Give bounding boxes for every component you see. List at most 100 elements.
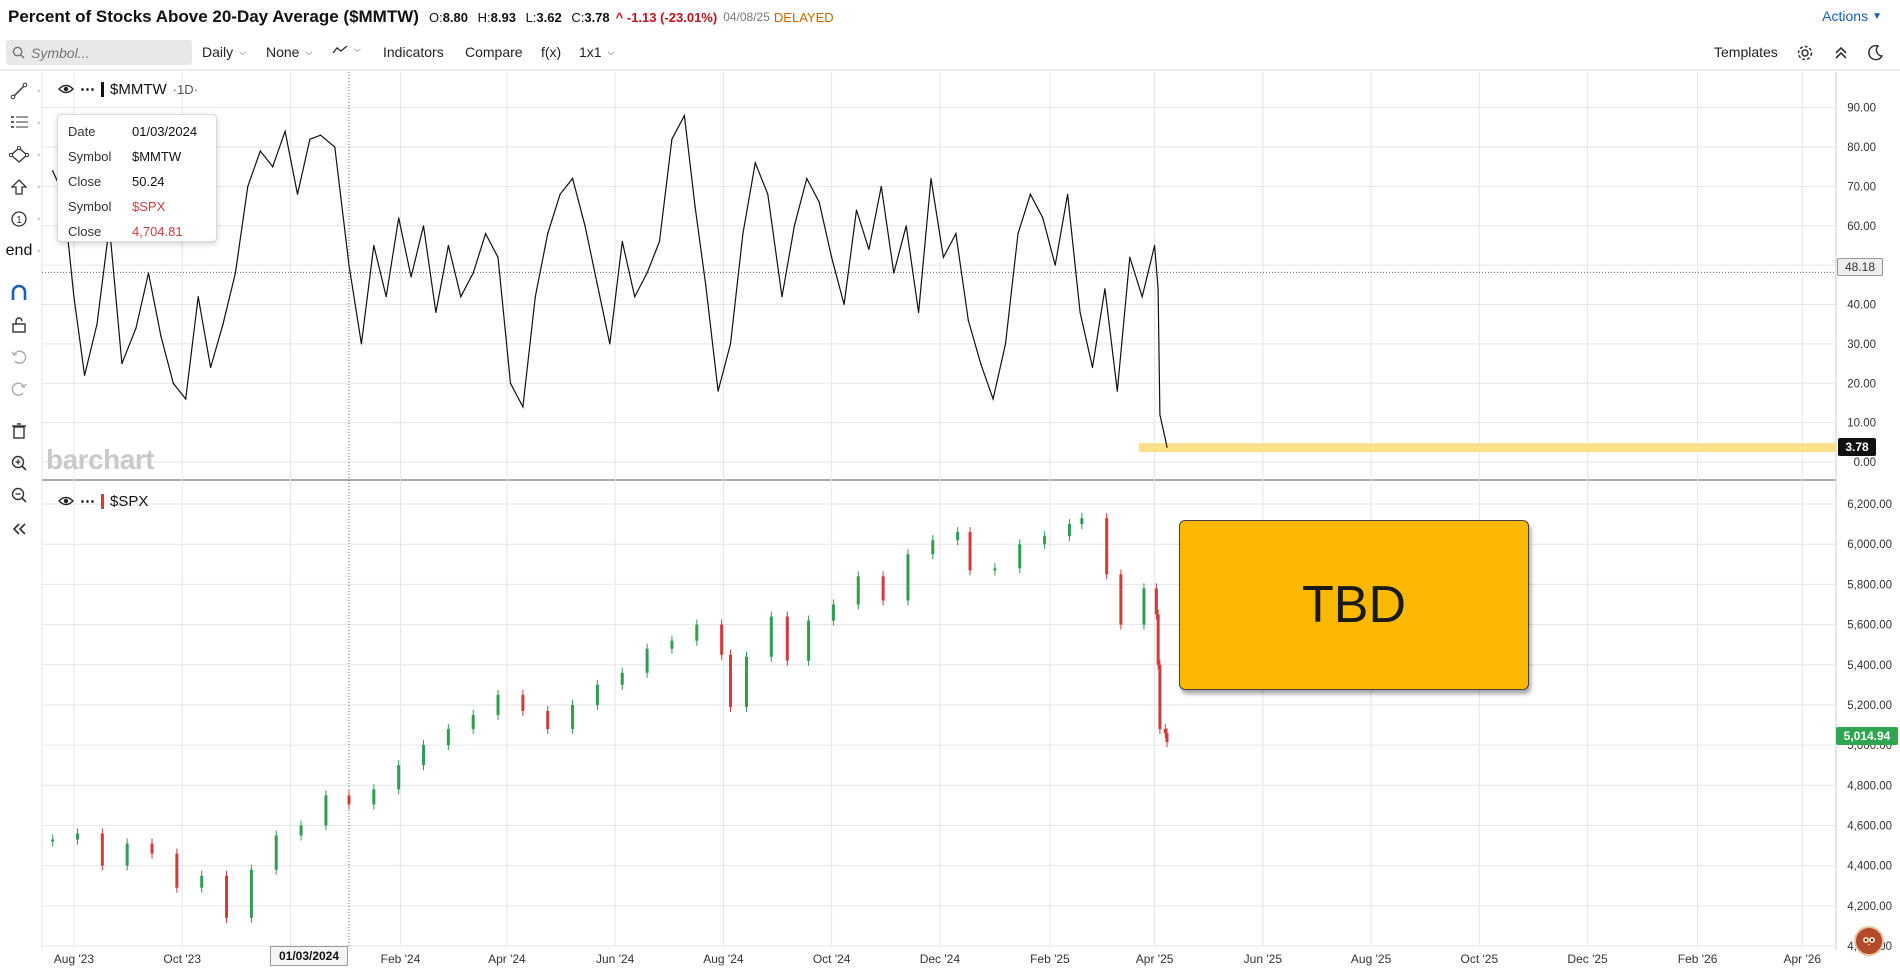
zoom-in-button[interactable] [6, 450, 32, 476]
mmtw-point [447, 244, 449, 247]
spx-candle [521, 694, 525, 711]
caret-down-icon: ▼ [1872, 10, 1882, 22]
pane1-legend: ⋯ $MMTW ·1D· [58, 80, 198, 98]
mmtw-line [52, 113, 1168, 448]
mmtw-point [855, 209, 858, 211]
y-tick-label: 4,800.00 [1847, 780, 1892, 792]
templates-label: Templates [1714, 44, 1778, 60]
mmtw-point [831, 256, 833, 258]
mmtw-point [1029, 193, 1031, 195]
mmtw-point [1079, 311, 1081, 313]
page-title: Percent of Stocks Above 20-Day Average (… [8, 7, 419, 26]
mmtw-point [319, 134, 322, 136]
theme-toggle[interactable] [1866, 44, 1884, 65]
spx-candle [546, 710, 550, 730]
y-tick-label: 70.00 [1847, 181, 1876, 193]
templates-button[interactable]: Templates [1714, 44, 1778, 60]
spx-candle [1105, 518, 1109, 575]
mmtw-point [96, 323, 98, 325]
low-value: 3.62 [536, 9, 562, 25]
spx-candle [595, 684, 599, 705]
zoom-out-icon [11, 487, 27, 503]
mmtw-point [435, 311, 437, 313]
zoom-out-button[interactable] [6, 482, 32, 508]
spx-candle [571, 704, 575, 730]
numbering-tool[interactable]: 1 › [6, 206, 40, 232]
mmtw-point [767, 193, 769, 195]
indicators-button[interactable]: Indicators [383, 44, 444, 60]
spx-candle [1080, 518, 1084, 525]
mmtw-point [197, 296, 199, 298]
mmtw-point [893, 272, 895, 274]
lock-tool[interactable] [6, 312, 32, 338]
period-dropdown[interactable]: Daily ⌵ [202, 44, 246, 60]
indicators-label: Indicators [383, 44, 444, 60]
trendline-icon [10, 82, 28, 100]
avatar[interactable] [1854, 926, 1884, 956]
symbol-search-input[interactable] [31, 44, 181, 61]
spx-candle [51, 839, 55, 842]
mmtw-point [1017, 233, 1019, 235]
chart-type-dropdown[interactable]: ⌵ [332, 44, 361, 55]
settings-button[interactable] [1796, 44, 1814, 65]
mmtw-point [1067, 193, 1069, 195]
period-label: Daily [202, 44, 234, 60]
mmtw-point [880, 185, 882, 188]
collapse-toolbar-button[interactable] [6, 516, 32, 542]
eye-icon[interactable] [58, 495, 74, 507]
spx-candle [645, 648, 649, 673]
layout-label: 1x1 [579, 44, 602, 60]
spx-candle [299, 825, 303, 836]
submenu-arrow-icon: › [37, 246, 40, 255]
shapes-tool[interactable]: › [6, 142, 40, 168]
y-tick-label: 80.00 [1847, 142, 1876, 154]
y-tick-label: 5,400.00 [1847, 660, 1892, 672]
mmtw-point [1141, 296, 1143, 298]
mmtw-point [222, 323, 224, 325]
crosshair-date-label: 01/03/2024 [270, 946, 348, 966]
mmtw-point [742, 233, 744, 235]
actions-menu[interactable]: Actions ▼ [1822, 8, 1882, 24]
mmtw-point [509, 382, 512, 384]
x-tick-label: Feb '26 [1678, 952, 1718, 966]
spx-candle [744, 656, 748, 707]
tooltip-value: 50.24 [132, 174, 165, 189]
trendline-tool[interactable]: › [6, 78, 40, 104]
fibonacci-tool[interactable]: › [6, 110, 40, 136]
more-icon[interactable]: ⋯ [80, 81, 95, 98]
mmtw-point [398, 217, 400, 219]
symbol-search[interactable] [6, 40, 192, 65]
layout-dropdown[interactable]: 1x1 ⌵ [579, 44, 614, 60]
spx-candle [347, 795, 351, 805]
mmtw-point [309, 138, 311, 140]
spx-candle [1156, 614, 1160, 665]
compare-button[interactable]: Compare [465, 44, 523, 60]
tooltip-value: 4,704.81 [132, 224, 183, 239]
spx-candle [1043, 536, 1047, 545]
mmtw-point [272, 166, 274, 168]
mmtw-point [584, 225, 586, 227]
mmtw-point [410, 276, 412, 278]
magnet-tool[interactable] [6, 280, 32, 306]
text-annotation[interactable]: TBD [1179, 520, 1529, 690]
spx-candle [695, 624, 699, 641]
more-icon[interactable]: ⋯ [80, 493, 95, 510]
mmtw-point [917, 311, 920, 313]
collapse-button[interactable] [1833, 44, 1849, 65]
eye-icon[interactable] [58, 83, 74, 95]
mmtw-point [1004, 343, 1007, 345]
delete-button[interactable] [6, 418, 32, 444]
mmtw-point [373, 244, 375, 247]
mmtw-point [868, 248, 870, 251]
spx-candle [422, 745, 426, 766]
tooltip-row: Date 01/03/2024 [68, 119, 206, 144]
arrow-tool[interactable]: › [6, 174, 40, 200]
measure-tool[interactable]: › end [5, 242, 40, 259]
x-tick-label: Dec '25 [1567, 952, 1608, 966]
spx-candle [175, 853, 179, 888]
redo-button[interactable] [6, 376, 32, 402]
overlay-dropdown[interactable]: None ⌵ [266, 44, 312, 60]
fx-button[interactable]: f(x) [541, 44, 561, 60]
undo-button[interactable] [6, 344, 32, 370]
